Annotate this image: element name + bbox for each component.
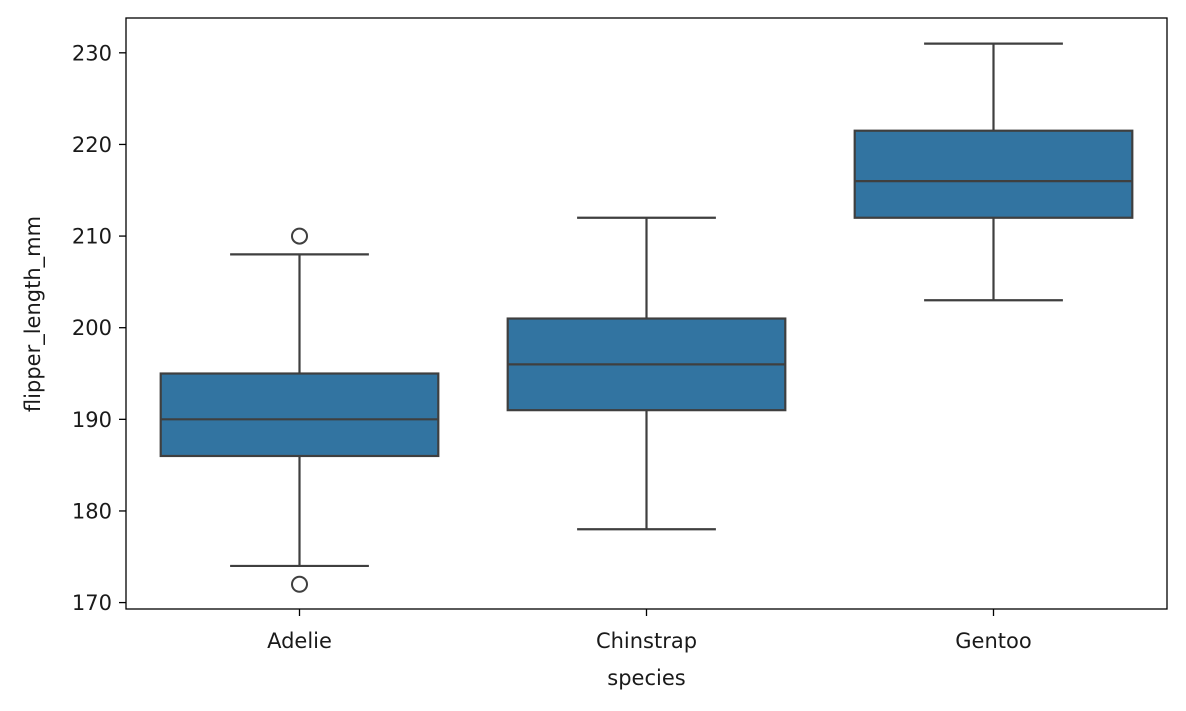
boxes-layer	[159, 42, 1134, 593]
box-group-gentoo	[853, 42, 1134, 302]
y-tick-label-170: 170	[72, 591, 112, 615]
outlier-point-adelie-0	[291, 575, 308, 593]
y-tick-label-220: 220	[72, 133, 112, 157]
x-axis: Adelie Chinstrap Gentoo	[267, 609, 1032, 653]
y-tick-label-180: 180	[72, 499, 112, 523]
x-tick-label-adelie: Adelie	[267, 629, 332, 653]
box-adelie	[159, 372, 440, 458]
y-tick-label-190: 190	[72, 408, 112, 432]
outlier-point-adelie-1	[291, 227, 308, 245]
y-tick-label-210: 210	[72, 225, 112, 249]
y-tick-label-230: 230	[72, 41, 112, 65]
x-tick-label-chinstrap: Chinstrap	[596, 629, 697, 653]
x-tick-label-gentoo: Gentoo	[955, 629, 1031, 653]
y-tick-label-200: 200	[72, 316, 112, 340]
x-axis-label: species	[607, 666, 685, 690]
y-axis: 170 180 190 200 210 220 230	[72, 41, 126, 615]
box-group-chinstrap	[506, 216, 787, 531]
box-gentoo	[853, 129, 1134, 219]
y-axis-label: flipper_length_mm	[21, 216, 46, 412]
box-group-adelie	[159, 227, 440, 593]
